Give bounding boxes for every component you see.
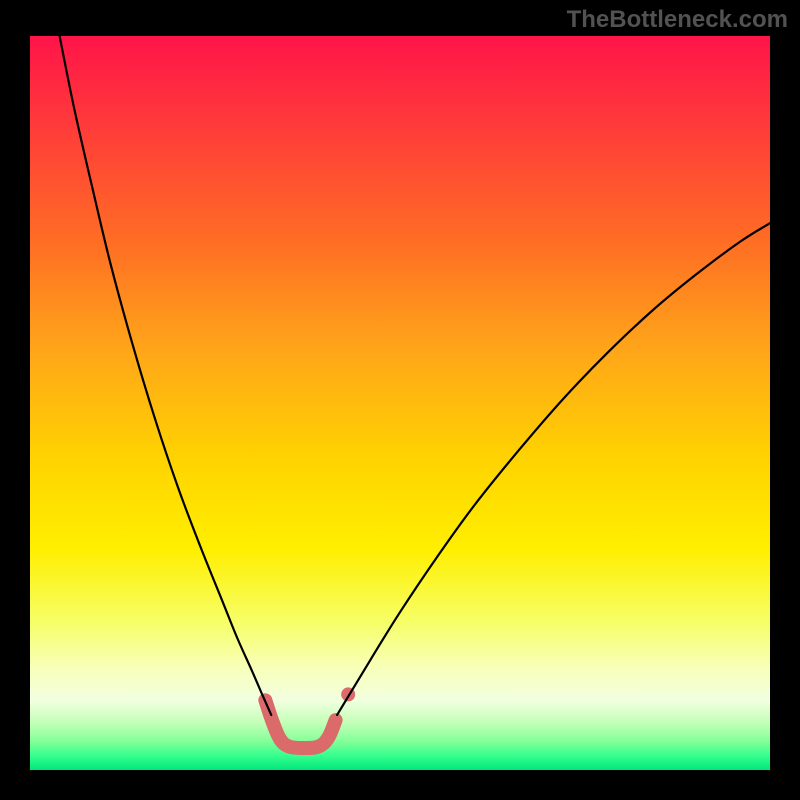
chart-stage: TheBottleneck.com — [0, 0, 800, 800]
curves-layer — [30, 36, 770, 770]
left-curve — [60, 36, 272, 715]
plot-area — [30, 36, 770, 770]
watermark-text: TheBottleneck.com — [567, 6, 788, 34]
right-curve — [337, 223, 770, 715]
valley-marker — [265, 687, 355, 748]
